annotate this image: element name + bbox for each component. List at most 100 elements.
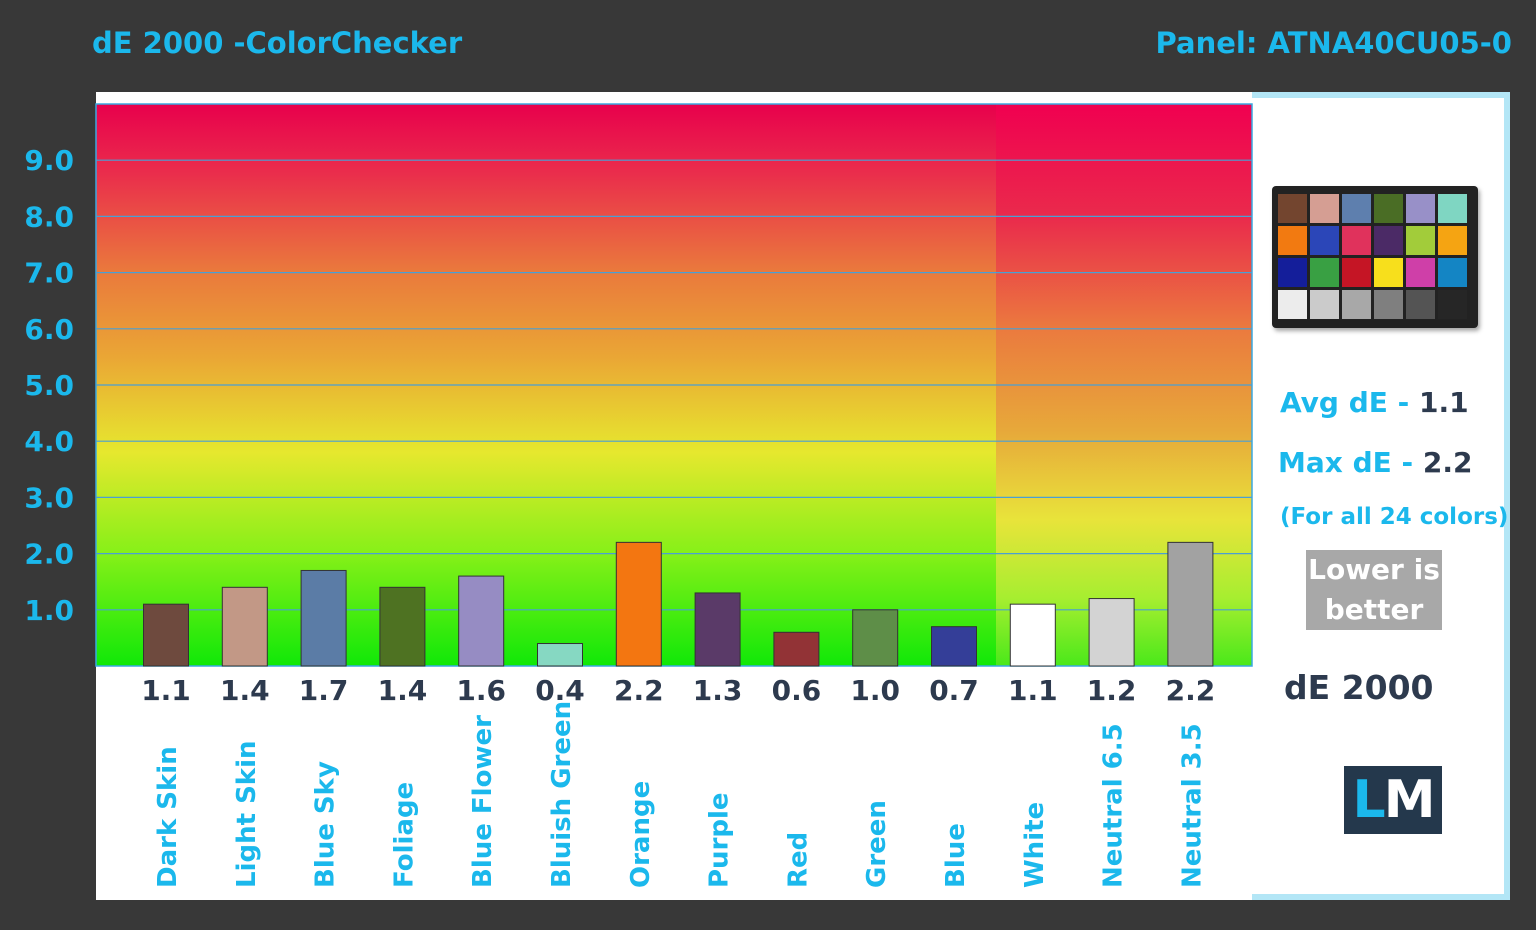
colorchecker-swatch xyxy=(1310,290,1339,319)
category-label: Bluish Green xyxy=(547,701,577,888)
max-de-stat: Max dE - 2.2 xyxy=(1278,446,1472,479)
colorchecker-swatch xyxy=(1438,258,1467,287)
value-label: 2.2 xyxy=(614,674,664,707)
bar xyxy=(379,586,426,667)
value-label: 1.7 xyxy=(299,674,349,707)
colorchecker-swatch xyxy=(1438,194,1467,223)
colorchecker-swatch xyxy=(1438,226,1467,255)
category-label: Purple xyxy=(705,792,735,888)
colorchecker-swatch xyxy=(1342,226,1371,255)
logo-m: M xyxy=(1383,770,1436,830)
y-tick-label: 8.0 xyxy=(24,200,74,233)
colorchecker-swatch xyxy=(1278,194,1307,223)
bar xyxy=(852,609,899,667)
avg-de-label: Avg dE - xyxy=(1280,386,1420,419)
bars xyxy=(143,541,1214,667)
category-label: Blue Flower xyxy=(468,715,498,888)
y-tick-label: 6.0 xyxy=(24,313,74,346)
colorchecker-swatch xyxy=(1342,258,1371,287)
badge-line-1: Lower is xyxy=(1308,553,1440,586)
metric-label: dE 2000 xyxy=(1284,668,1434,707)
colorchecker-swatch xyxy=(1374,290,1403,319)
gridlines xyxy=(96,159,1252,611)
lower-is-better-badge: Lower is better xyxy=(1306,550,1442,630)
value-label: 1.6 xyxy=(456,674,506,707)
value-labels: 1.1 1.4 1.7 1.4 1.6 0.4 2.2 1.3 0.6 1.0 0.7 1.1 1.2 2… xyxy=(141,674,1215,707)
value-label: 1.1 xyxy=(141,674,191,707)
value-label: 1.2 xyxy=(1087,674,1137,707)
bar xyxy=(458,575,505,667)
category-label: Neutral 6.5 xyxy=(1099,723,1129,888)
colorchecker-swatch xyxy=(1310,258,1339,287)
colors-note: (For all 24 colors) xyxy=(1280,504,1509,530)
badge-line-2: better xyxy=(1324,593,1424,626)
y-tick-label: 4.0 xyxy=(24,425,74,458)
bar xyxy=(1167,541,1214,667)
y-tick-label: 1.0 xyxy=(24,594,74,627)
colorchecker-swatch xyxy=(1406,194,1435,223)
bar xyxy=(615,541,662,667)
colorchecker-swatch xyxy=(1278,226,1307,255)
value-label: 1.4 xyxy=(378,674,428,707)
panel-label: Panel: ATNA40CU05-0 xyxy=(1155,26,1512,60)
lm-logo: LM xyxy=(1344,766,1442,834)
bar xyxy=(1088,598,1135,667)
category-label: Blue xyxy=(941,823,971,888)
y-tick-label: 3.0 xyxy=(24,481,74,514)
colorchecker-swatch xyxy=(1310,194,1339,223)
bar xyxy=(300,569,347,667)
colorchecker-swatch xyxy=(1278,258,1307,287)
chart-title: dE 2000 -ColorChecker xyxy=(92,26,463,60)
value-label: 0.7 xyxy=(929,674,979,707)
category-labels: Dark Skin Light Skin Blue Sky Foliage Blue F… xyxy=(153,701,1207,888)
value-label: 2.2 xyxy=(1166,674,1216,707)
category-label: Foliage xyxy=(389,782,419,888)
colorchecker-swatch xyxy=(1406,258,1435,287)
colorchecker-swatch xyxy=(1406,290,1435,319)
y-axis-ticks: 1.0 2.0 3.0 4.0 5.0 6.0 7.0 8.0 9.0 xyxy=(24,144,74,627)
colorchecker-swatch xyxy=(1374,226,1403,255)
y-tick-label: 5.0 xyxy=(24,369,74,402)
value-label: 1.4 xyxy=(220,674,270,707)
legend-frame xyxy=(1252,92,1510,900)
max-de-label: Max dE - xyxy=(1278,446,1423,479)
category-label: Green xyxy=(862,800,892,888)
colorchecker-grid xyxy=(1278,194,1467,319)
y-tick-label: 9.0 xyxy=(24,144,74,177)
value-label: 0.4 xyxy=(535,674,585,707)
colorchecker-swatch xyxy=(1374,258,1403,287)
category-label: Orange xyxy=(626,781,656,888)
category-label: Light Skin xyxy=(232,740,262,888)
y-tick-label: 2.0 xyxy=(24,538,74,571)
category-label: Blue Sky xyxy=(311,761,341,888)
category-label: Red xyxy=(783,832,813,888)
value-label: 1.0 xyxy=(850,674,900,707)
bar xyxy=(931,626,977,667)
bar xyxy=(221,586,268,667)
bar xyxy=(694,592,741,667)
max-de-value: 2.2 xyxy=(1422,446,1473,479)
logo-l: L xyxy=(1352,770,1386,830)
y-tick-label: 7.0 xyxy=(24,257,74,290)
colorchecker-swatch xyxy=(1342,290,1371,319)
category-label: White xyxy=(1020,802,1050,888)
value-label: 1.3 xyxy=(693,674,743,707)
colorchecker-swatch xyxy=(1406,226,1435,255)
value-label: 0.6 xyxy=(772,674,822,707)
colorchecker-swatch xyxy=(1310,226,1339,255)
avg-de-value: 1.1 xyxy=(1419,386,1469,419)
value-label: 1.1 xyxy=(1008,674,1058,707)
colorchecker-swatch xyxy=(1438,290,1467,319)
colorchecker-swatch xyxy=(1342,194,1371,223)
bar xyxy=(1009,603,1056,667)
category-label: Dark Skin xyxy=(153,746,183,888)
colorchecker-swatch xyxy=(1374,194,1403,223)
bar xyxy=(143,603,189,667)
bar xyxy=(773,631,820,667)
bar xyxy=(537,643,583,667)
colorchecker-image xyxy=(1272,186,1478,328)
colorchecker-swatch xyxy=(1278,290,1307,319)
avg-de-stat: Avg dE - 1.1 xyxy=(1280,386,1469,419)
category-label: Neutral 3.5 xyxy=(1177,723,1207,888)
